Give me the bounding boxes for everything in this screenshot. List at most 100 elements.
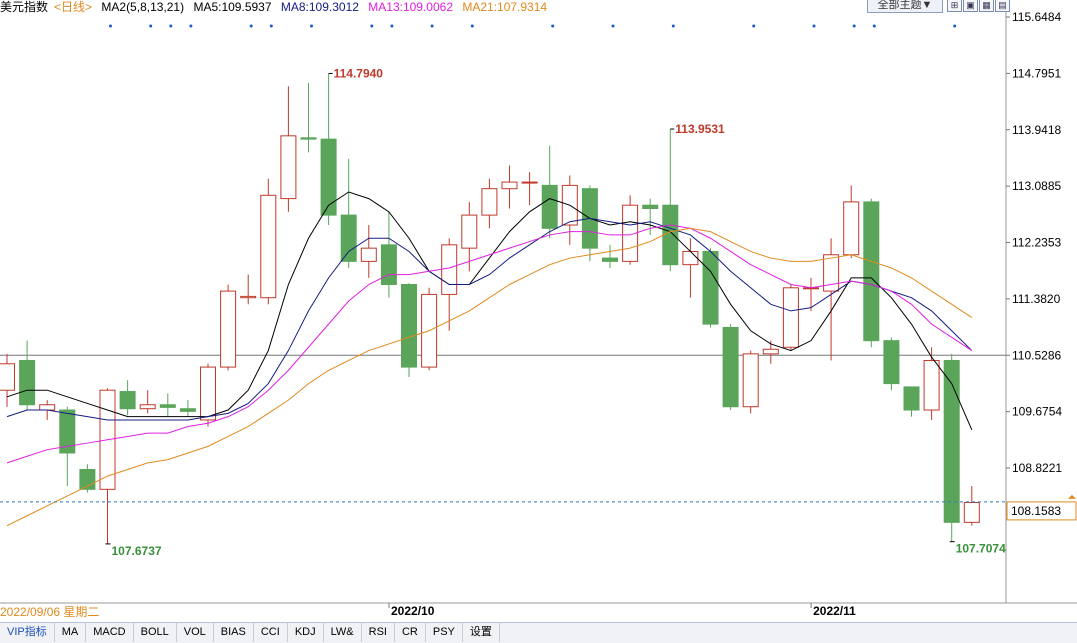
- candle-body[interactable]: [320, 138, 337, 216]
- event-marker[interactable]: [249, 24, 253, 28]
- indicator-tab[interactable]: CCI: [254, 623, 288, 642]
- candle-body[interactable]: [602, 257, 618, 262]
- ma8-value: MA8:109.3012: [280, 0, 359, 14]
- indicator-tab[interactable]: VOL: [177, 623, 214, 642]
- indicator-tab[interactable]: 设置: [463, 623, 500, 642]
- candle-body[interactable]: [943, 359, 960, 523]
- current-price-label: 108.1583: [1011, 504, 1061, 518]
- candle-body[interactable]: [441, 244, 458, 295]
- indicator-tab[interactable]: MACD: [86, 623, 134, 642]
- candle-body[interactable]: [682, 250, 699, 266]
- event-marker[interactable]: [752, 24, 756, 28]
- candle-body[interactable]: [883, 340, 900, 385]
- event-marker[interactable]: [611, 24, 615, 28]
- ma-line-ma5: [6, 191, 973, 431]
- window-icon[interactable]: ▣: [963, 0, 978, 12]
- y-tick-label: 112.2353: [1012, 236, 1061, 250]
- event-marker[interactable]: [430, 24, 434, 28]
- high-annotation: 113.9531: [675, 122, 725, 136]
- candle-body[interactable]: [863, 201, 880, 342]
- event-marker[interactable]: [189, 24, 193, 28]
- candle-body[interactable]: [360, 247, 377, 262]
- indicator-tab[interactable]: LW&: [324, 623, 362, 642]
- candle-body[interactable]: [240, 295, 257, 299]
- y-tick-label: 109.6754: [1012, 405, 1062, 419]
- candle-body[interactable]: [843, 201, 860, 256]
- candle-body[interactable]: [280, 135, 297, 200]
- candle-body[interactable]: [521, 181, 538, 184]
- chart-header: 美元指数 <日线> MA2(5,8,13,21) MA5:109.5937 MA8…: [0, 0, 553, 14]
- candle-body[interactable]: [662, 204, 679, 266]
- candle-body[interactable]: [340, 214, 357, 262]
- indicator-tab[interactable]: MA: [55, 623, 87, 642]
- indicator-tab[interactable]: RSI: [362, 623, 395, 642]
- indicator-tab[interactable]: CR: [395, 623, 426, 642]
- layout-icon[interactable]: ▤: [995, 0, 1010, 12]
- ma-line-ma21: [6, 227, 973, 527]
- indicator-tab[interactable]: BOLL: [134, 623, 177, 642]
- current-date-label: 2022/09/06 星期二: [0, 605, 100, 619]
- candle-body[interactable]: [401, 283, 417, 368]
- event-marker[interactable]: [671, 24, 675, 28]
- candle-body[interactable]: [59, 409, 76, 454]
- high-annotation: 114.7940: [334, 66, 384, 80]
- event-marker[interactable]: [812, 24, 816, 28]
- candle-body[interactable]: [159, 404, 176, 408]
- candle-body[interactable]: [923, 359, 940, 411]
- ma-settings-label[interactable]: MA2(5,8,13,21): [101, 0, 185, 14]
- event-marker[interactable]: [269, 24, 273, 28]
- indicator-tab[interactable]: PSY: [426, 623, 463, 642]
- candle-body[interactable]: [541, 184, 558, 229]
- event-marker[interactable]: [470, 24, 474, 28]
- indicator-tab[interactable]: KDJ: [288, 623, 324, 642]
- current-price-box: [1006, 501, 1077, 521]
- instrument-name: 美元指数: [0, 0, 49, 14]
- candle-body[interactable]: [200, 366, 216, 421]
- event-marker[interactable]: [109, 24, 112, 28]
- event-marker[interactable]: [310, 24, 313, 28]
- candle-body[interactable]: [300, 137, 317, 140]
- candle-body[interactable]: [260, 194, 277, 299]
- event-marker[interactable]: [149, 24, 153, 28]
- candle-body[interactable]: [380, 244, 397, 285]
- y-tick-label: 113.0885: [1012, 179, 1061, 193]
- candle-body[interactable]: [742, 353, 759, 408]
- theme-dropdown[interactable]: 全部主题▼: [867, 0, 943, 13]
- y-tick-label: 110.5286: [1012, 348, 1061, 362]
- candle-body[interactable]: [461, 214, 478, 249]
- candle-body[interactable]: [220, 290, 237, 368]
- candle-body[interactable]: [139, 404, 156, 410]
- event-marker[interactable]: [370, 24, 374, 28]
- event-marker[interactable]: [852, 24, 856, 28]
- candle-body[interactable]: [963, 502, 980, 523]
- period-selector[interactable]: <日线>: [54, 0, 93, 14]
- indicator-tab[interactable]: VIP指标: [0, 623, 55, 642]
- candle-body[interactable]: [39, 404, 56, 411]
- candle-body[interactable]: [702, 250, 719, 325]
- event-marker[interactable]: [551, 24, 555, 28]
- candle-body[interactable]: [782, 287, 799, 348]
- candle-body[interactable]: [642, 204, 659, 210]
- candle-body[interactable]: [722, 326, 739, 408]
- event-marker[interactable]: [390, 24, 394, 28]
- candle-body[interactable]: [823, 254, 840, 292]
- candle-body[interactable]: [119, 391, 136, 410]
- candle-body[interactable]: [481, 188, 498, 216]
- grid-icon[interactable]: ⊞: [947, 0, 962, 12]
- y-tick-label: 111.3820: [1012, 292, 1061, 306]
- event-marker[interactable]: [953, 24, 957, 28]
- candle-body[interactable]: [19, 359, 36, 406]
- event-marker[interactable]: [169, 24, 173, 28]
- x-tick-label: 2022/10: [391, 604, 435, 618]
- candle-body[interactable]: [762, 348, 779, 355]
- candle-body[interactable]: [903, 386, 920, 411]
- split-icon[interactable]: ▦: [979, 0, 994, 12]
- indicator-tab[interactable]: BIAS: [214, 623, 254, 642]
- event-marker[interactable]: [872, 24, 876, 28]
- low-annotation: 107.6737: [112, 544, 162, 558]
- candle-body[interactable]: [0, 363, 15, 391]
- low-annotation: 107.7074: [956, 542, 1006, 556]
- candle-body[interactable]: [179, 408, 196, 412]
- candle-body[interactable]: [501, 181, 518, 190]
